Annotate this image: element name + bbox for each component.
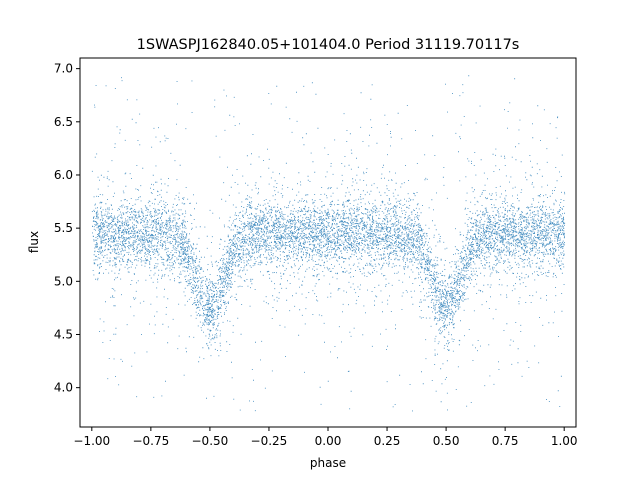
y-tick-label: 5.0 [54, 274, 73, 288]
x-tick-label: −0.75 [132, 434, 169, 448]
x-tick-label: 0.00 [315, 434, 342, 448]
data-points [91, 75, 566, 412]
y-tick-label: 6.5 [54, 115, 73, 129]
y-tick-label: 6.0 [54, 168, 73, 182]
x-tick-label: −1.00 [73, 434, 110, 448]
x-axis-label: phase [310, 456, 346, 470]
y-tick-label: 7.0 [54, 62, 73, 76]
y-axis: 4.0 4.5 5.0 5.5 6.0 6.5 7.0 [54, 62, 80, 395]
x-axis: −1.00 −0.75 −0.50 −0.25 0.00 0.25 0.50 0.75 1.00 [73, 427, 578, 448]
x-tick-label: −0.50 [192, 434, 229, 448]
x-tick-label: 0.75 [492, 434, 519, 448]
y-tick-label: 4.5 [54, 327, 73, 341]
y-tick-label: 5.5 [54, 221, 73, 235]
x-tick-label: 1.00 [551, 434, 578, 448]
x-tick-label: 0.50 [433, 434, 460, 448]
scatter-points [91, 75, 566, 412]
chart-title: 1SWASPJ162840.05+101404.0 Period 31119.7… [137, 37, 520, 53]
x-tick-label: −0.25 [251, 434, 288, 448]
y-axis-label: flux [27, 231, 41, 253]
x-tick-label: 0.25 [374, 434, 401, 448]
y-tick-label: 4.0 [54, 381, 73, 395]
